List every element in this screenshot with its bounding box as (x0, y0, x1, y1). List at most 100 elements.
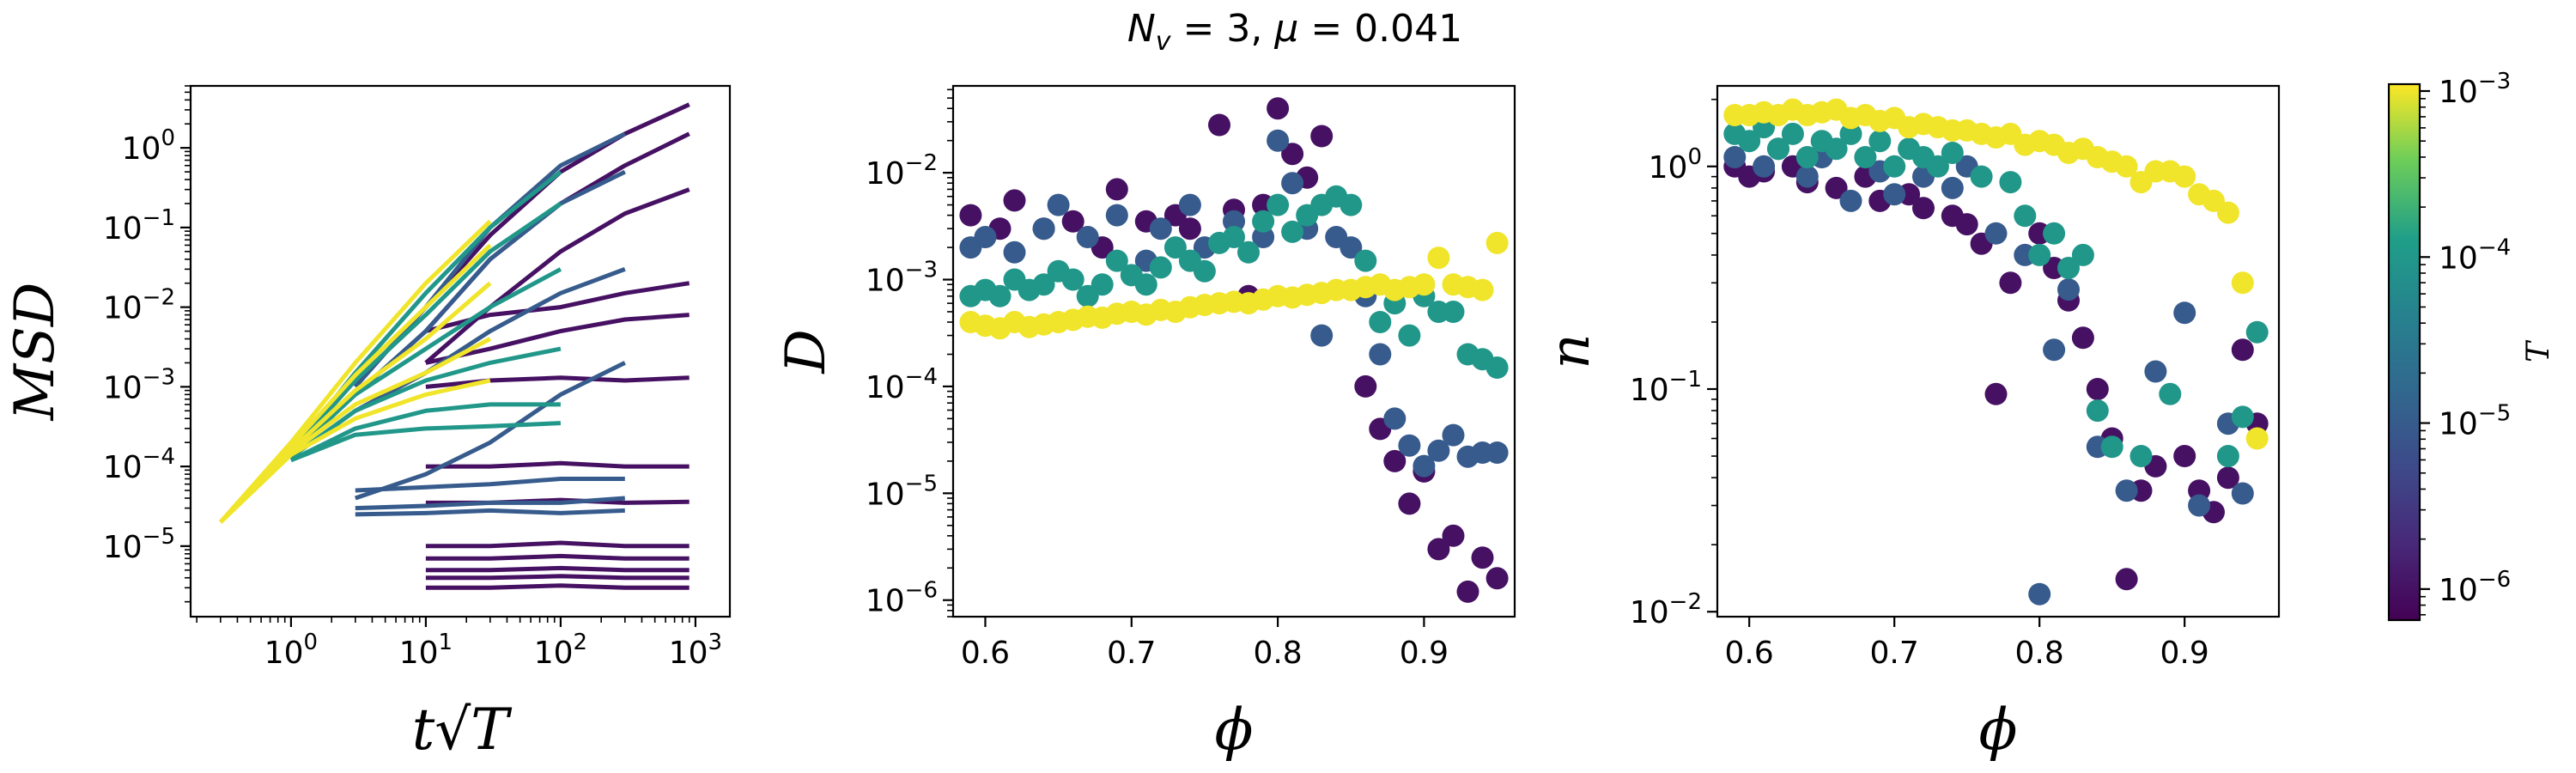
data-point (1105, 249, 1128, 272)
axes-frame (189, 84, 732, 618)
series-line (355, 477, 625, 493)
x-tick-label: 0.7 (1870, 636, 1919, 671)
y-tick-label: 100 (1649, 144, 1702, 186)
data-point (1442, 524, 1465, 547)
data-point (974, 226, 997, 248)
data-point (1413, 273, 1436, 296)
series-line (355, 496, 625, 511)
series-line (354, 361, 626, 501)
series-line (425, 574, 690, 581)
colorbar-tick-label: 10−4 (2439, 234, 2511, 276)
data-point (1208, 113, 1230, 137)
data-point (1839, 189, 1862, 212)
data-point (1941, 142, 1964, 164)
x-tick-label: 0.8 (2015, 636, 2064, 671)
y-axis-label: D (775, 329, 838, 374)
series-line (424, 131, 690, 333)
axes-frame (1716, 84, 2281, 618)
x-tick-label: 0.8 (1253, 636, 1302, 671)
data-point (2188, 494, 2211, 517)
data-point (1427, 439, 1450, 462)
data-point (2173, 445, 2196, 467)
data-point (1868, 130, 1892, 153)
plot-area (959, 97, 1509, 603)
series-line (289, 402, 561, 463)
data-point (988, 284, 1012, 307)
data-point (2245, 427, 2269, 450)
data-point (2129, 445, 2153, 467)
data-point (2231, 338, 2254, 362)
figure-title: Nv = 3, μ = 0.041 (1127, 7, 1462, 57)
data-point (1061, 268, 1084, 291)
data-point (1134, 273, 1157, 296)
series-line (425, 553, 690, 561)
series-line (289, 267, 562, 457)
data-point (1413, 454, 1436, 478)
series-line (425, 565, 690, 573)
colorbar-tick-label: 10−3 (2439, 69, 2511, 110)
y-axis-label: n (1539, 333, 1602, 368)
data-point (1252, 226, 1275, 248)
data-point (1767, 137, 1789, 161)
x-tick-label: 0.9 (1400, 636, 1449, 671)
data-point (2173, 301, 2196, 325)
x-tick-label: 0.9 (2160, 636, 2209, 671)
data-point (1955, 213, 1978, 236)
data-point (2071, 326, 2094, 350)
y-tick-label: 10−5 (103, 524, 175, 565)
data-point (1781, 122, 1804, 145)
data-point (1178, 217, 1201, 240)
y-tick-label: 100 (122, 125, 175, 167)
series-line (424, 187, 690, 365)
data-point (1738, 130, 1761, 153)
plot-area (218, 102, 690, 590)
data-point (2057, 278, 2080, 301)
data-point (1003, 189, 1026, 212)
data-point (1252, 210, 1275, 233)
data-point (1061, 210, 1084, 233)
data-point (1825, 176, 1848, 199)
data-point (1723, 146, 1747, 168)
data-point (1340, 236, 1363, 259)
series-line (354, 169, 626, 397)
data-point (1383, 449, 1406, 472)
data-point (1912, 197, 1935, 220)
series-line (425, 540, 690, 549)
colorbar-frame (2387, 82, 2421, 622)
data-point (1398, 492, 1421, 515)
data-point (1941, 176, 1964, 199)
data-point (2173, 165, 2196, 188)
y-tick-label: 10−2 (1630, 589, 1702, 630)
data-point (1047, 193, 1070, 216)
data-point (1354, 374, 1377, 398)
series-line (425, 375, 690, 389)
data-point (2043, 222, 2066, 245)
data-point (1485, 356, 1509, 379)
series-line (425, 313, 690, 365)
series-line (289, 346, 562, 460)
data-point (1340, 193, 1363, 216)
data-point (1223, 226, 1245, 248)
data-point (1369, 311, 1392, 333)
data-point (1354, 249, 1377, 272)
data-point (1442, 301, 1465, 323)
data-point (2231, 405, 2254, 429)
data-point (2028, 582, 2051, 606)
data-point (1237, 240, 1260, 264)
data-point (1456, 580, 1479, 603)
series-line (219, 378, 491, 524)
data-point (1485, 231, 1509, 254)
y-tick-label: 10−3 (866, 258, 938, 299)
x-tick-label: 0.6 (961, 636, 1010, 671)
series-line (355, 508, 625, 517)
data-point (1310, 324, 1334, 347)
data-point (1193, 259, 1216, 283)
data-point (1105, 178, 1128, 201)
data-point (2216, 466, 2239, 490)
colorbar: 10−3 10−4 10−5 10−6 T (2387, 69, 2556, 622)
series-line (425, 583, 690, 590)
y-tick-label: 10−2 (866, 150, 938, 192)
data-point (1427, 247, 1450, 270)
data-point (1281, 143, 1304, 166)
data-point (1163, 236, 1187, 259)
